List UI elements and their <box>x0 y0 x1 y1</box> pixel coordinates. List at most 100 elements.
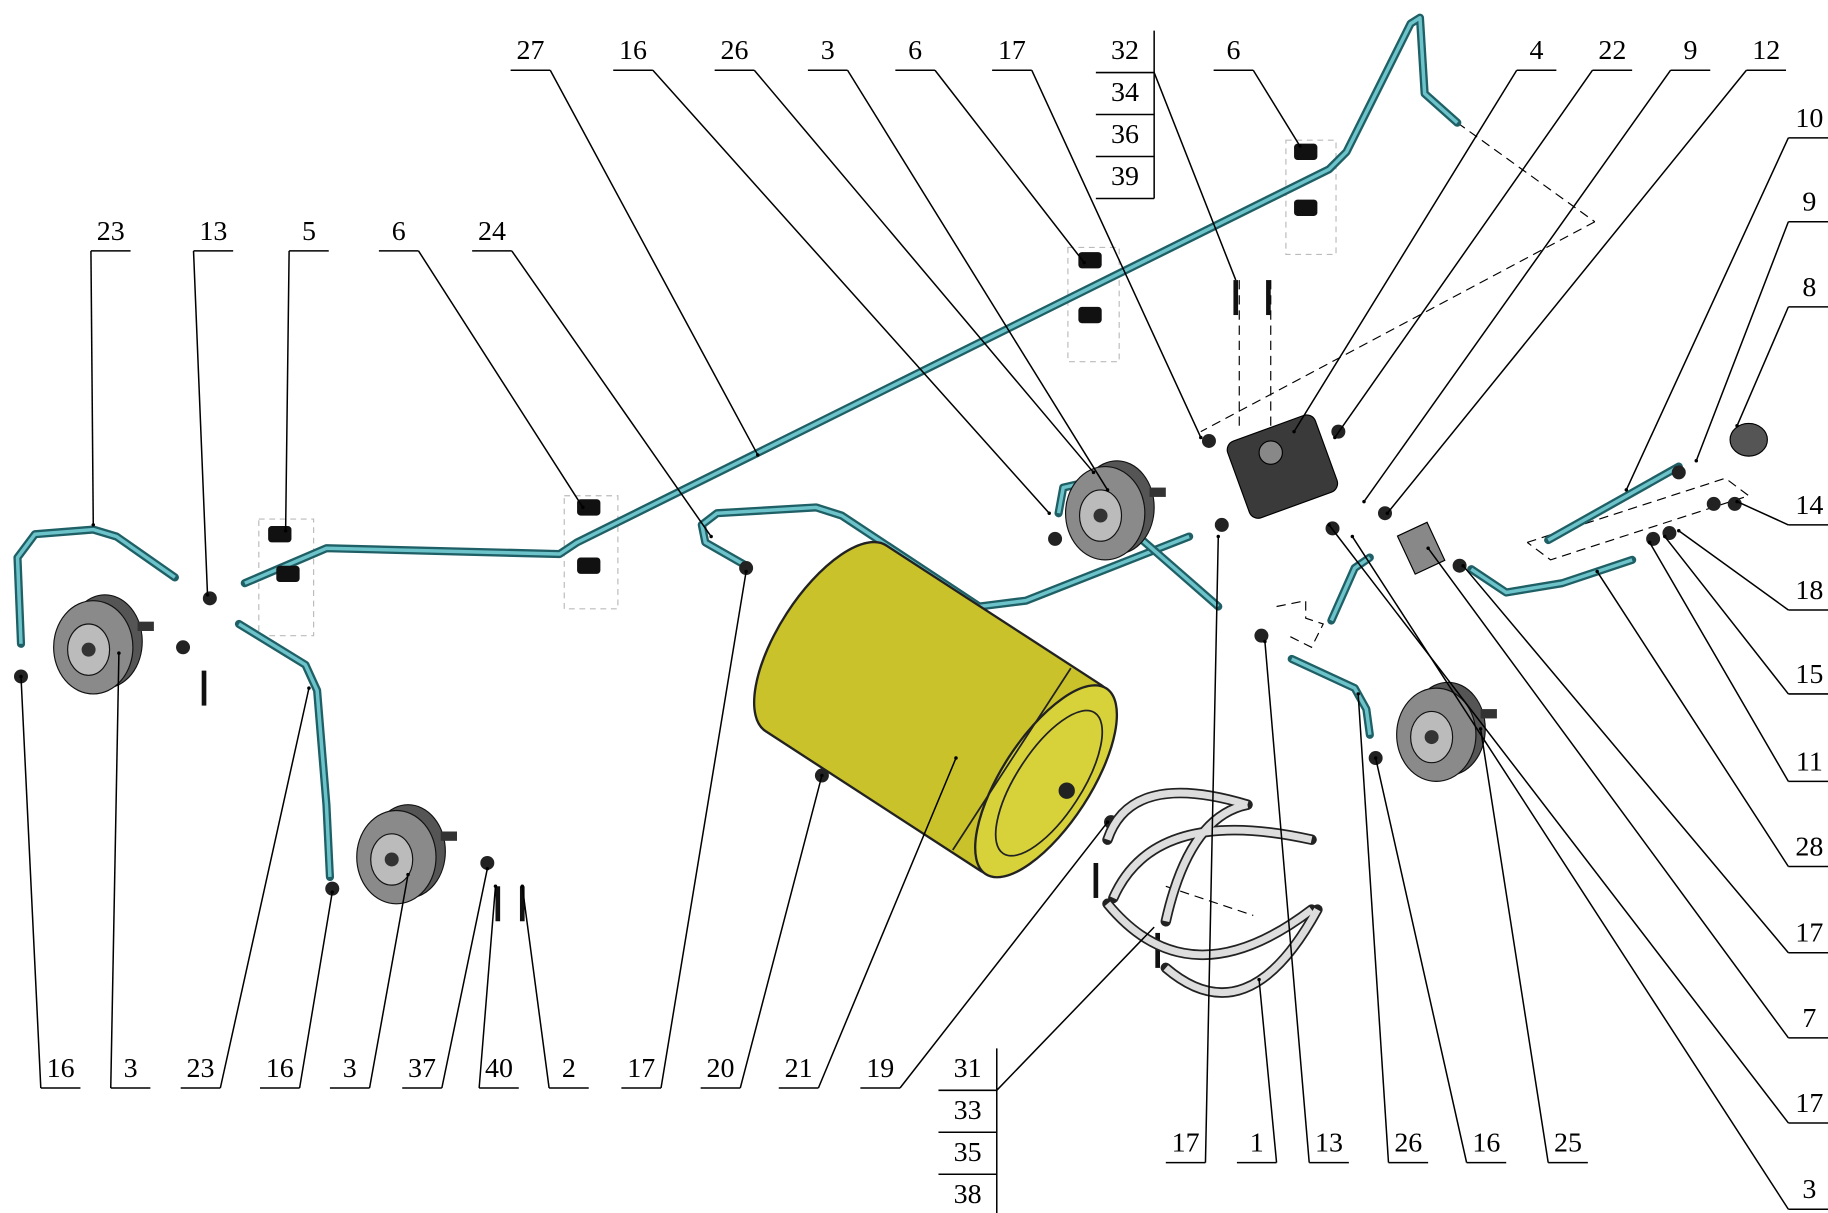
callout-leader <box>1153 72 1237 281</box>
callout-leader <box>660 571 747 1089</box>
callout-label: 10 <box>1795 103 1823 134</box>
dash-line <box>1165 885 1254 916</box>
leader-dot <box>1663 534 1667 539</box>
leader-dot <box>1298 144 1302 148</box>
fitting <box>739 561 754 576</box>
tank-strap-face <box>1162 801 1249 923</box>
callout-leader <box>549 69 759 456</box>
callout-label: 4 <box>1530 35 1544 66</box>
callout-leader <box>1625 137 1790 491</box>
leader-dot <box>1677 528 1681 533</box>
leader-dot <box>1350 534 1355 539</box>
leader-dot <box>1327 523 1331 527</box>
leader-dot <box>1356 692 1360 696</box>
leader-dot <box>406 872 410 877</box>
callout-label: 5 <box>302 216 316 247</box>
callout-label: 25 <box>1554 1128 1582 1159</box>
brake-chamber <box>356 804 457 905</box>
tank-end-ring <box>994 709 1104 857</box>
fitting <box>202 591 217 606</box>
callout-label: 2 <box>562 1053 576 1084</box>
callout-label: 6 <box>1226 35 1240 66</box>
pipe-bracket <box>1078 306 1102 324</box>
pipe-bracket <box>1294 199 1318 216</box>
callout-leader <box>1328 524 1789 1124</box>
callout-label: 16 <box>266 1053 294 1084</box>
tank-strap-face <box>1163 907 1321 997</box>
callout-leader <box>1357 693 1390 1163</box>
callout-leader <box>441 868 489 1089</box>
callout-label: 17 <box>1172 1128 1200 1159</box>
callout-leader <box>739 775 823 1089</box>
callout-label: 6 <box>392 216 406 247</box>
callout-label: 7 <box>1802 1003 1816 1034</box>
leader-dot <box>307 686 311 690</box>
leader-dot <box>1478 727 1483 731</box>
callout-leader <box>1648 541 1790 782</box>
leader-dot <box>1257 977 1261 982</box>
chamber-stud <box>137 621 154 631</box>
valve-8 <box>1729 422 1768 457</box>
dash-box <box>1285 139 1337 256</box>
callout-leader <box>192 250 209 595</box>
fitting <box>176 640 191 655</box>
valve-body <box>1226 414 1339 519</box>
callout-leader <box>1351 536 1789 1210</box>
leader-dot <box>330 890 335 894</box>
leader-dot <box>205 593 210 597</box>
leader-dot <box>1595 569 1599 574</box>
callout-leader <box>1264 641 1310 1163</box>
leader-dot <box>1647 540 1652 545</box>
callout-leader <box>284 250 290 531</box>
callout-leader <box>368 874 409 1089</box>
callout-leader <box>1386 69 1747 514</box>
callout-label: 8 <box>1802 272 1816 303</box>
callout-label: 40 <box>485 1053 513 1084</box>
callout-leader <box>1334 69 1594 438</box>
callout-label: 24 <box>478 216 506 247</box>
callout-label: 16 <box>619 35 647 66</box>
callout-leader <box>1479 728 1549 1163</box>
callout-leader <box>1596 571 1789 867</box>
tank-end <box>974 684 1119 879</box>
fitting <box>1671 465 1686 480</box>
leader-dot <box>1333 435 1337 440</box>
callout-label: 14 <box>1795 490 1823 521</box>
fitting <box>480 855 495 870</box>
leader-dot <box>1694 459 1699 463</box>
leader-dot <box>581 505 585 510</box>
callout-label: 23 <box>187 1053 215 1084</box>
callout-leader <box>899 821 1109 1089</box>
pipe-bracket <box>1294 143 1318 160</box>
fitting <box>325 881 340 896</box>
leader-dot <box>1263 639 1267 644</box>
callout-leader <box>521 886 550 1089</box>
brake-chamber <box>53 594 154 695</box>
air-tank <box>752 540 1119 879</box>
dash-box <box>1067 246 1120 363</box>
callout-leader <box>298 892 334 1089</box>
pipe-highlight <box>238 622 332 878</box>
callout-label: 19 <box>866 1053 894 1084</box>
callout-leader <box>996 926 1155 1091</box>
callout-label: 38 <box>954 1179 982 1210</box>
brake-chamber <box>1396 681 1497 782</box>
leader-dot <box>1216 534 1221 539</box>
callout-leader <box>1374 757 1468 1163</box>
pipe-bracket <box>268 526 292 543</box>
callout-label: 6 <box>908 35 922 66</box>
callout-label: 39 <box>1111 161 1139 192</box>
callout-label: 34 <box>1111 77 1139 108</box>
tank-strap-face <box>1104 901 1314 959</box>
chamber-hub <box>1093 508 1108 523</box>
chamber-stud <box>1480 709 1497 719</box>
leader-dot <box>1735 424 1739 428</box>
leader-dot <box>1461 563 1465 568</box>
callout-leader <box>20 676 42 1089</box>
callout-leader <box>1695 221 1790 462</box>
chamber-stud <box>440 831 457 841</box>
callout-label: 33 <box>954 1095 982 1126</box>
callout-label: 11 <box>1796 746 1823 777</box>
callout-leader <box>417 250 584 508</box>
